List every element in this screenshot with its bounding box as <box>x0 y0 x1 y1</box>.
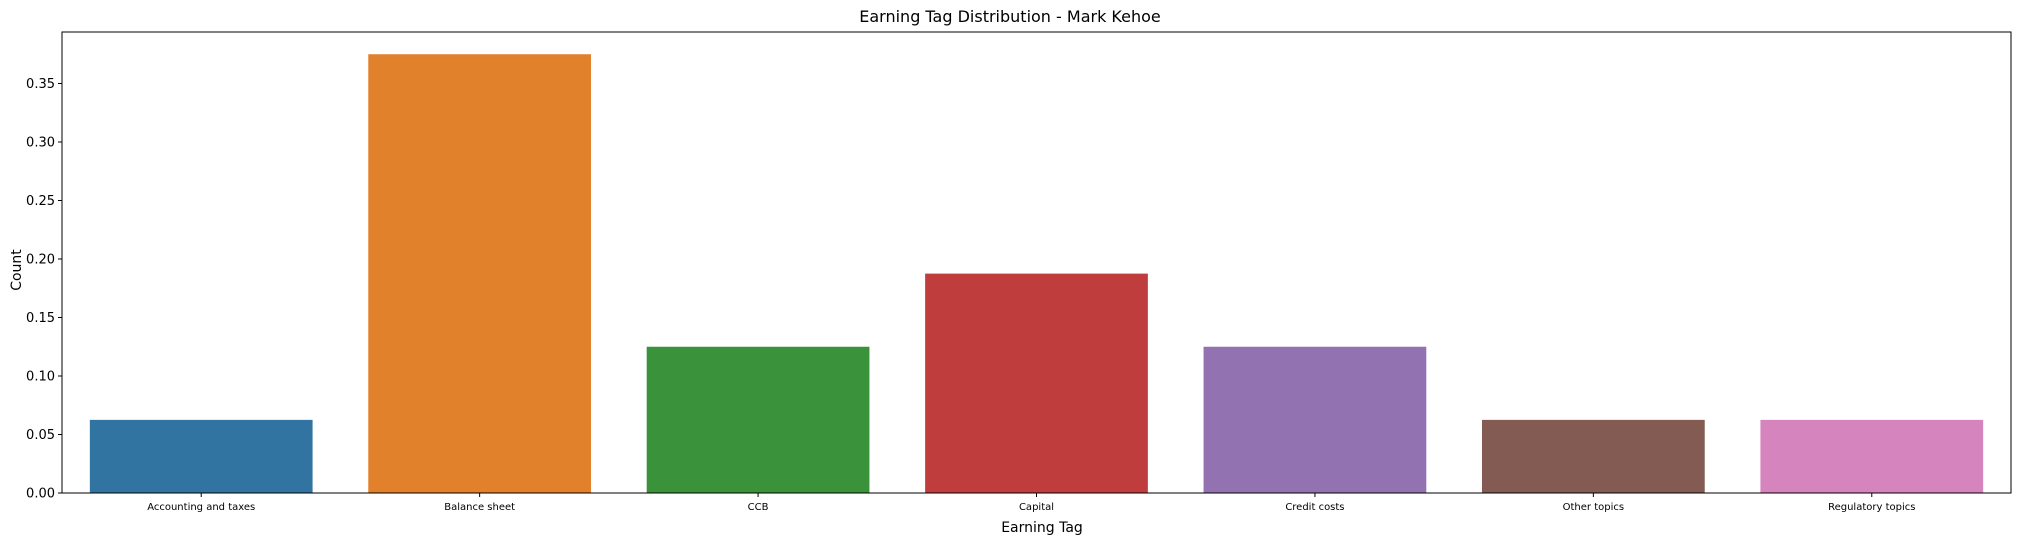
plot-frame <box>61 31 2012 494</box>
y-tick-label: 0.25 <box>26 194 55 209</box>
chart-title: Earning Tag Distribution - Mark Kehoe <box>859 7 1161 26</box>
y-tick-label: 0.00 <box>26 487 55 502</box>
x-axis-label: Earning Tag <box>1001 520 1083 536</box>
x-tick-label: Accounting and taxes <box>147 502 255 513</box>
x-axis-ticks: Accounting and taxes Balance sheet CCB Capi… <box>147 493 1915 513</box>
bar-capital <box>925 273 1148 493</box>
bar-other-topics <box>1481 419 1705 493</box>
x-tick-label: Other topics <box>1563 502 1624 513</box>
y-axis-ticks: 0.00 0.05 0.10 0.15 0.20 0.25 0.30 0.35 <box>26 77 62 502</box>
bar-accounting-and-taxes <box>89 419 313 493</box>
bars-layer <box>89 54 1984 494</box>
bar-ccb <box>646 346 870 493</box>
bar-credit-costs <box>1203 346 1427 493</box>
y-axis-label: Count <box>9 249 25 291</box>
x-tick-label: Credit costs <box>1285 502 1344 513</box>
y-tick-label: 0.30 <box>26 135 55 150</box>
y-tick-label: 0.10 <box>26 369 55 384</box>
y-tick-label: 0.20 <box>26 252 55 267</box>
y-tick-label: 0.05 <box>26 428 55 443</box>
bar-balance-sheet <box>368 54 592 494</box>
x-tick-label: CCB <box>748 502 769 513</box>
x-tick-label: Balance sheet <box>444 502 515 513</box>
y-tick-label: 0.15 <box>26 311 55 326</box>
x-tick-label: Regulatory topics <box>1828 502 1915 513</box>
y-tick-label: 0.35 <box>26 77 55 92</box>
bar-regulatory-topics <box>1760 419 1984 493</box>
x-tick-label: Capital <box>1019 502 1054 513</box>
